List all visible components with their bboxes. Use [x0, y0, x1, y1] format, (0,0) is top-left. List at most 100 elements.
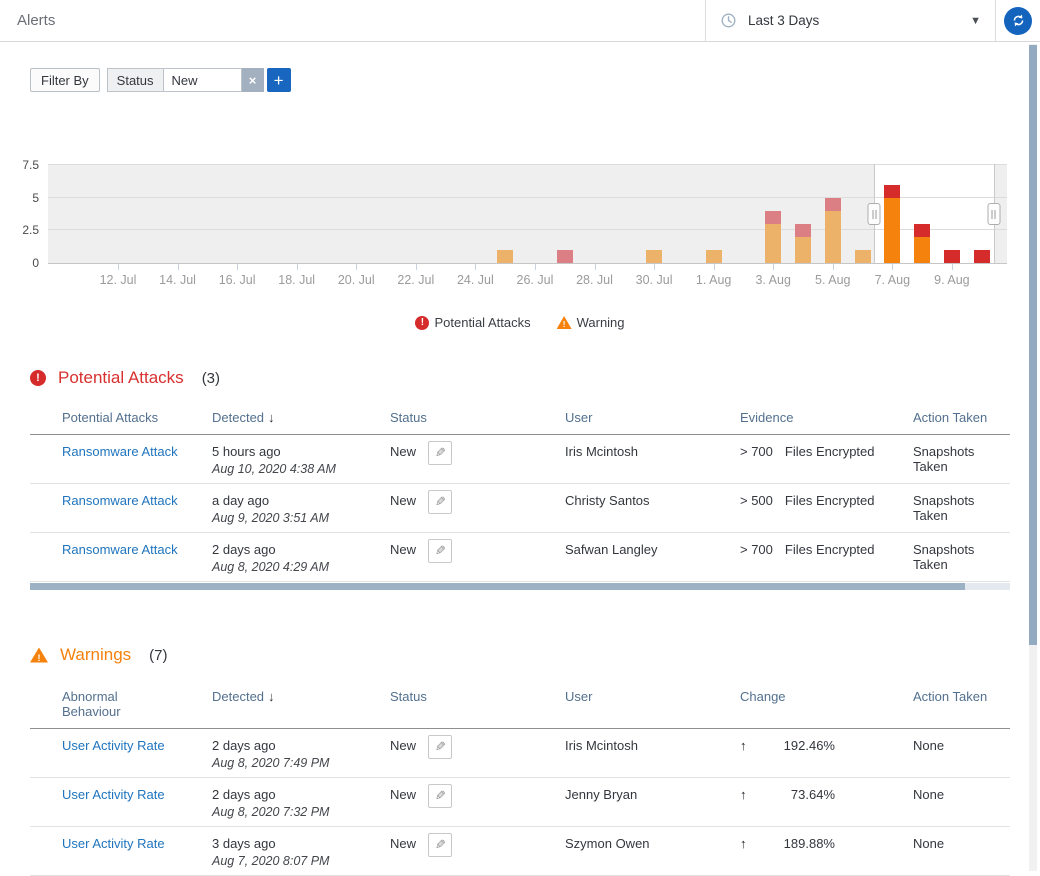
chart-bar[interactable] — [705, 165, 722, 263]
chart-bar[interactable] — [556, 165, 573, 263]
status-cell: New ✎ — [390, 490, 565, 514]
x-tick-label: 1. Aug — [695, 273, 732, 287]
status-value: New — [390, 836, 417, 851]
attack-bar-segment — [824, 197, 841, 211]
warning-bar-segment — [646, 249, 663, 263]
filter-value-input[interactable]: New — [163, 68, 242, 92]
warning-bar-segment — [497, 249, 514, 263]
edit-status-button[interactable]: ✎ — [428, 833, 453, 857]
refresh-zone — [995, 0, 1040, 41]
warning-bar-segment — [705, 249, 722, 263]
detected-cell: 2 days ago Aug 8, 2020 7:32 PM — [212, 787, 390, 819]
column-header-evidence[interactable]: Evidence — [740, 410, 913, 425]
status-value: New — [390, 444, 417, 459]
column-header-potential-attacks[interactable]: Potential Attacks — [30, 410, 212, 425]
alert-link[interactable]: Ransomware Attack — [62, 493, 178, 508]
edit-status-button[interactable]: ✎ — [428, 539, 453, 563]
alert-link[interactable]: User Activity Rate — [62, 787, 165, 802]
column-header-detected[interactable]: Detected ↓ — [212, 410, 390, 425]
section-title: Warnings — [60, 645, 132, 664]
horizontal-scrollbar[interactable] — [30, 583, 1010, 590]
chart-bar[interactable] — [943, 165, 960, 263]
column-header-action-taken[interactable]: Action Taken — [913, 689, 1010, 704]
column-header-user[interactable]: User — [565, 689, 740, 704]
edit-status-button[interactable]: ✎ — [428, 490, 453, 514]
detected-relative: 5 hours ago — [212, 444, 281, 459]
time-range-dropdown[interactable]: Last 3 Days ▼ — [705, 0, 995, 41]
alert-link[interactable]: Ransomware Attack — [62, 444, 178, 459]
vertical-scrollbar-thumb[interactable] — [1029, 45, 1037, 645]
column-header-status[interactable]: Status — [390, 689, 565, 704]
chevron-down-icon: ▼ — [970, 14, 981, 27]
column-header-user[interactable]: User — [565, 410, 740, 425]
legend-item: ! Potential Attacks — [415, 315, 531, 330]
column-header-status[interactable]: Status — [390, 410, 565, 425]
edit-status-button[interactable]: ✎ — [428, 784, 453, 808]
user-cell: Christy Santos — [565, 493, 650, 508]
alert-link[interactable]: Ransomware Attack — [62, 542, 178, 557]
filter-by-button[interactable]: Filter By — [30, 68, 100, 92]
detected-absolute: Aug 8, 2020 4:29 AM — [212, 560, 329, 574]
warning-triangle-icon: ! — [556, 316, 572, 329]
x-tick-mark — [237, 264, 239, 270]
filter-field-label: Status — [106, 68, 164, 92]
x-tick-mark — [177, 264, 179, 270]
sort-descending-icon: ↓ — [268, 410, 275, 425]
range-handle-left[interactable] — [867, 203, 881, 225]
chart-bar[interactable] — [914, 165, 931, 263]
topbar-spacer — [55, 0, 705, 41]
column-header-change[interactable]: Change — [740, 689, 913, 704]
range-handle-right[interactable] — [987, 203, 1001, 225]
action-taken-cell: Snapshots Taken — [913, 493, 975, 523]
remove-filter-button[interactable]: × — [241, 68, 264, 92]
alert-name-cell: Ransomware Attack — [30, 444, 212, 459]
add-filter-button[interactable]: + — [266, 68, 291, 92]
chart-bar[interactable] — [765, 165, 782, 263]
refresh-button[interactable] — [1004, 6, 1032, 35]
x-tick-mark — [654, 264, 656, 270]
evidence-label: Files Encrypted — [784, 444, 875, 459]
status-value: New — [390, 542, 417, 557]
column-header-label: Evidence — [740, 410, 794, 425]
page-title: Alerts — [17, 12, 56, 29]
column-header-detected[interactable]: Detected ↓ — [212, 689, 390, 704]
evidence-cell: > 700 Files Encrypted — [740, 542, 913, 557]
edit-status-button[interactable]: ✎ — [428, 441, 453, 465]
x-tick-mark — [832, 264, 834, 270]
attack-bar-segment — [973, 249, 990, 263]
chart-bar[interactable] — [646, 165, 663, 263]
table-row: Ransomware Attack 5 hours ago Aug 10, 2020… — [30, 435, 1010, 484]
column-header-action-taken[interactable]: Action Taken — [913, 410, 1010, 425]
edit-status-button[interactable]: ✎ — [428, 735, 453, 759]
y-tick-label: 0 — [32, 256, 39, 270]
detected-cell: 5 hours ago Aug 10, 2020 4:38 AM — [212, 444, 390, 476]
x-tick-label: 28. Jul — [576, 273, 613, 287]
x-tick-mark — [951, 264, 953, 270]
x-tick-label: 22. Jul — [397, 273, 435, 287]
chart-bar[interactable] — [824, 165, 841, 263]
detected-absolute: Aug 7, 2020 8:07 PM — [212, 854, 330, 868]
column-header-abnormal-behaviour[interactable]: Abnormal Behaviour — [30, 689, 212, 719]
arrow-up-icon: ↑ — [740, 738, 747, 753]
y-tick-label: 7.5 — [22, 158, 39, 172]
column-header-label: Potential Attacks — [62, 410, 159, 425]
chart-bar[interactable] — [794, 165, 811, 263]
chart-bar[interactable] — [497, 165, 514, 263]
detected-absolute: Aug 10, 2020 4:38 AM — [212, 462, 336, 476]
alert-link[interactable]: User Activity Rate — [62, 836, 165, 851]
user-cell: Safwan Langley — [565, 542, 658, 557]
x-tick-mark — [415, 264, 417, 270]
chart-bar[interactable] — [884, 165, 901, 263]
legend-label: Warning — [576, 315, 625, 330]
vertical-scrollbar[interactable] — [1029, 44, 1037, 871]
table-body: User Activity Rate 2 days ago Aug 8, 2020 … — [30, 729, 1010, 876]
chart-bar[interactable] — [854, 165, 871, 263]
gridline — [48, 196, 1007, 198]
table-header-row: Abnormal Behaviour Detected ↓ Status User Cha… — [30, 689, 1010, 729]
chart-plot: 0 2.5 5 7.5 — [22, 158, 1007, 270]
error-circle-icon: ! — [30, 370, 46, 386]
x-tick-mark — [773, 264, 775, 270]
chart-bar[interactable] — [973, 165, 990, 263]
horizontal-scrollbar-thumb[interactable] — [30, 583, 965, 590]
alert-link[interactable]: User Activity Rate — [62, 738, 165, 753]
